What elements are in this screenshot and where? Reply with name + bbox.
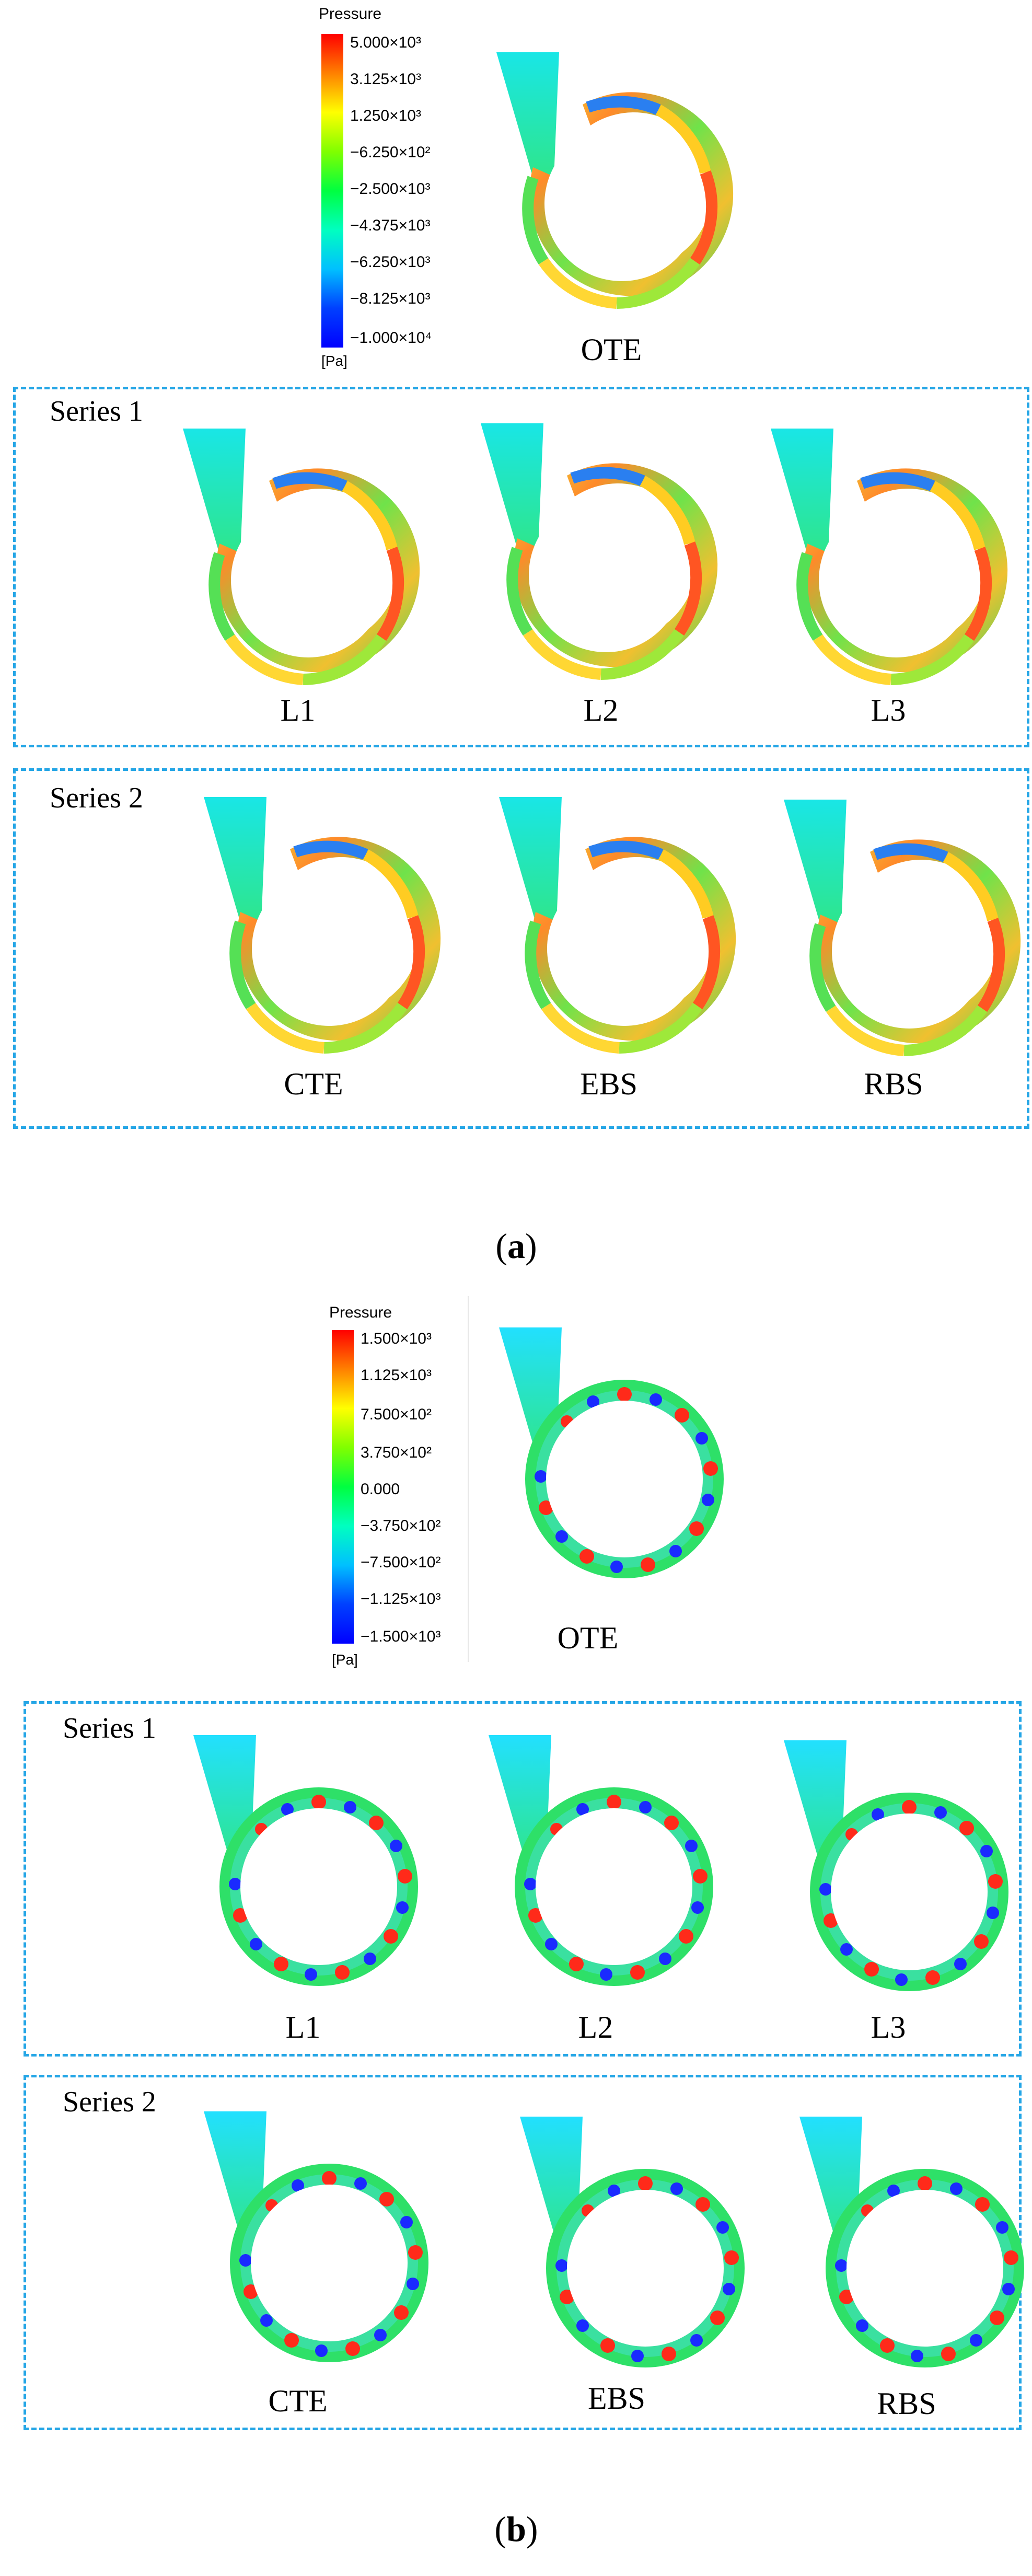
case-label-ote: OTE — [557, 1621, 619, 1655]
colorbar-tick: 1.250×10³ — [350, 107, 421, 124]
series-panel-2 — [13, 768, 1029, 1129]
volute-contour-ebs — [520, 2117, 745, 2367]
series-panel-1 — [24, 1701, 1022, 2057]
colorbar-tick: −8.125×10³ — [350, 290, 431, 307]
colorbar-tick: 1.125×10³ — [361, 1367, 432, 1384]
colorbar-tick: −6.250×10³ — [350, 253, 431, 271]
series-label-1: Series 1 — [50, 395, 143, 428]
case-label-l3: L3 — [871, 2010, 906, 2044]
volute-contour-ote — [499, 1327, 724, 1578]
case-label-l3: L3 — [871, 693, 906, 727]
colorbar-unit: [Pa] — [321, 353, 347, 369]
volute-contour-l2 — [489, 1735, 713, 1986]
colorbar-tick: −2.500×10³ — [350, 180, 431, 198]
case-label-rbs: RBS — [864, 1067, 923, 1101]
colorbar-tick: −1.125×10³ — [361, 1590, 441, 1608]
case-label-ebs: EBS — [579, 1067, 638, 1101]
colorbar-tick: −1.500×10³ — [361, 1628, 441, 1645]
colorbar-tick: 7.500×10² — [361, 1406, 432, 1423]
colorbar-title: Pressure — [329, 1304, 392, 1321]
volute-contour-rbs — [773, 789, 1008, 1082]
case-label-cte: CTE — [268, 2384, 328, 2418]
case-label-cte: CTE — [284, 1067, 343, 1101]
colorbar-tick: 0.000 — [361, 1481, 400, 1498]
colorbar-tick: 5.000×10³ — [350, 34, 421, 51]
colorbar-tick: −1.000×10⁴ — [350, 329, 432, 346]
case-label-ote: OTE — [581, 332, 642, 367]
colorbar-a: Pressure 5.000×10³ 3.125×10³ 1.250×10³ −… — [319, 5, 476, 382]
colorbar-tick: 1.500×10³ — [361, 1330, 432, 1347]
series-panel-1 — [13, 387, 1029, 747]
case-label-l1: L1 — [285, 2010, 321, 2044]
colorbar-gradient — [332, 1330, 354, 1644]
volute-contour-cte — [204, 2111, 428, 2362]
case-label-rbs: RBS — [877, 2386, 936, 2421]
volute-contour-l3 — [784, 1740, 1008, 1991]
volute-contour-l1 — [193, 1735, 418, 1986]
series-label-2: Series 2 — [50, 782, 143, 814]
volute-contour-cte — [193, 787, 428, 1079]
colorbar-tick: −7.500×10² — [361, 1554, 441, 1571]
colorbar-unit: [Pa] — [332, 1651, 358, 1668]
volute-contour-l2 — [470, 413, 705, 706]
colorbar-title: Pressure — [319, 5, 382, 22]
colorbar-tick: 3.125×10³ — [350, 71, 421, 88]
series-label-2: Series 2 — [63, 2086, 156, 2118]
case-label-l2: L2 — [578, 2010, 613, 2044]
colorbar-tick: −4.375×10³ — [350, 217, 431, 234]
figure-label-b: (b) — [494, 2509, 538, 2549]
series-label-1: Series 1 — [63, 1712, 156, 1745]
colorbar-gradient — [321, 34, 343, 348]
volute-contour-rbs — [799, 2117, 1024, 2367]
case-label-l1: L1 — [280, 693, 316, 727]
volute-contour-ebs — [489, 787, 724, 1079]
case-label-l2: L2 — [583, 693, 619, 727]
colorbar-b: Pressure 1.500×10³ 1.125×10³ 7.500×10² 3… — [329, 1304, 486, 1680]
volute-contour-l1 — [172, 418, 408, 711]
divider-line — [468, 1296, 469, 1662]
case-label-ebs: EBS — [587, 2381, 646, 2416]
volute-contour-l3 — [760, 418, 995, 711]
figure-label-a: (a) — [495, 1226, 537, 1266]
colorbar-tick: 3.750×10² — [361, 1444, 432, 1461]
volute-contour-ote — [486, 42, 721, 334]
colorbar-tick: −3.750×10² — [361, 1517, 441, 1534]
colorbar-tick: −6.250×10² — [350, 144, 431, 161]
